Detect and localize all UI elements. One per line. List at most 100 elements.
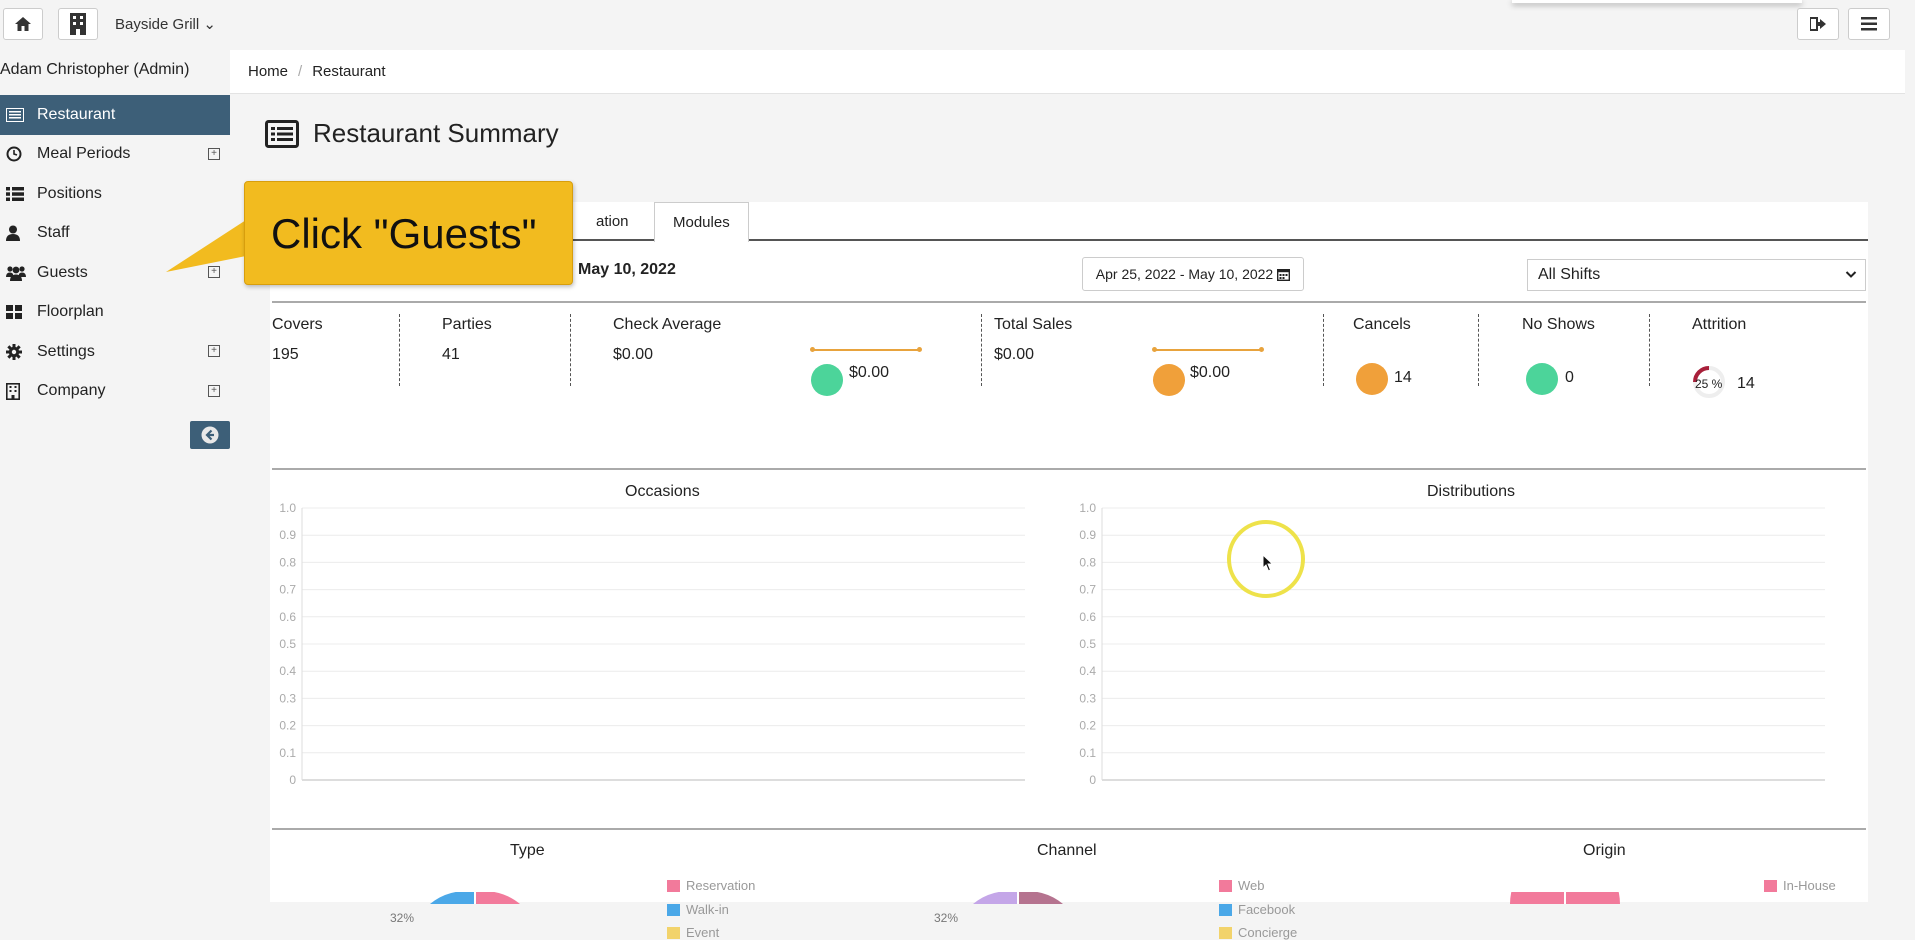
user-name: Adam Christopher (Admin) (0, 61, 190, 78)
y-tick-label: 0.3 (279, 691, 296, 705)
stat-value: $0.00 (994, 346, 1035, 363)
expand-icon[interactable]: + (208, 147, 220, 160)
sidebar-item-label: Positions (37, 184, 102, 202)
date-title: May 10, 2022 (578, 261, 676, 278)
stat-divider (1649, 314, 1650, 386)
restaurant-icon (6, 107, 24, 122)
y-tick-label: 0.9 (1079, 528, 1096, 542)
breadcrumb-separator: / (298, 63, 303, 80)
expand-icon[interactable]: + (208, 345, 220, 357)
date-range-picker[interactable]: Apr 25, 2022 - May 10, 2022 (1082, 257, 1304, 291)
users-icon (6, 266, 26, 281)
home-icon (15, 17, 31, 31)
occasions-chart: 1.0 0.9 0.8 0.7 0.6 0.5 0.4 0.3 0.2 0.1 0 (279, 502, 1025, 787)
distributions-chart: 1.0 0.9 0.8 0.7 0.6 0.5 0.4 0.3 0.2 0.1 0 (1079, 502, 1825, 787)
sidebar-item-floorplan[interactable]: Floorplan (0, 293, 230, 333)
pie-type (430, 892, 520, 904)
tab-bar: ation Modules (270, 202, 1868, 242)
stat-value: 14 (1394, 369, 1412, 386)
breadcrumb-home[interactable]: Home (248, 63, 289, 80)
pie-channel (973, 892, 1063, 904)
legend-label: Web (1238, 878, 1265, 893)
y-tick-label: 0.7 (279, 583, 296, 597)
hamburger-icon (1861, 17, 1877, 31)
sidebar-item-settings[interactable]: Settings + (0, 332, 230, 372)
stat-divider (399, 314, 400, 386)
y-tick-label: 0 (1089, 773, 1096, 787)
building-icon (70, 13, 86, 35)
y-tick-label: 0.4 (279, 664, 296, 678)
callout-text: Click "Guests" (271, 210, 537, 257)
shift-select-value: All Shifts (1538, 266, 1601, 283)
dot-value: $0.00 (1190, 364, 1231, 381)
stat-value: $0.00 (613, 346, 654, 363)
sidebar-item-label: Meal Periods (37, 145, 131, 163)
legend-item: Reservation (667, 878, 755, 893)
y-tick-label: 0.3 (1079, 691, 1096, 705)
sidebar-item-positions[interactable]: Positions (0, 174, 230, 214)
main-content: Home / Restaurant Restaurant Summary ati… (230, 50, 1915, 940)
legend-item: In-House (1764, 878, 1836, 893)
legend-label: Reservation (686, 878, 756, 893)
y-tick-label: 0.1 (1079, 746, 1096, 760)
y-tick-label: 0.6 (1079, 610, 1096, 624)
y-tick-label: 0 (289, 773, 296, 787)
attrition-percent: 25 % (1695, 377, 1723, 391)
legend-item: Event (667, 925, 719, 940)
menu-button[interactable] (1848, 8, 1890, 40)
y-tick-label: 0.5 (1079, 637, 1096, 651)
legend-label: Concierge (1238, 925, 1298, 940)
stat-divider (1478, 314, 1479, 386)
sidebar-item-staff[interactable]: Staff (0, 214, 230, 254)
pie-slice-label: 32% (390, 911, 415, 925)
sidebar-item-restaurant[interactable]: Restaurant (0, 95, 238, 135)
chevron-down-icon: ⌄ (203, 16, 216, 33)
y-tick-label: 1.0 (279, 502, 296, 515)
sidebar-item-guests[interactable]: Guests + (0, 253, 230, 293)
building-icon (6, 382, 20, 400)
pie-slice-label: 32% (934, 911, 959, 925)
stat-label: Cancels (1353, 316, 1411, 333)
sidebar-item-label: Restaurant (37, 105, 116, 123)
y-tick-label: 0.1 (279, 746, 296, 760)
tab-label: Modules (673, 214, 730, 231)
shift-select[interactable]: All Shifts (1527, 259, 1866, 291)
legend-swatch (667, 879, 680, 892)
legend-swatch (667, 903, 680, 916)
legend-item: Web (1219, 878, 1265, 893)
stat-value: 14 (1737, 375, 1755, 392)
legend-item: Facebook (1219, 902, 1295, 917)
home-button[interactable] (3, 8, 43, 40)
restaurant-selector[interactable]: Bayside Grill ⌄ (115, 15, 216, 33)
y-tick-label: 1.0 (1079, 502, 1096, 515)
callout-pointer (166, 220, 246, 272)
legend-label: Walk-in (686, 902, 729, 917)
y-tick-label: 0.2 (1079, 719, 1096, 733)
page-title: Restaurant Summary (265, 118, 559, 149)
pie-slice (475, 892, 520, 904)
legend-swatch (667, 926, 680, 939)
sidebar-collapse-button[interactable] (190, 421, 230, 449)
list-icon (6, 186, 24, 201)
stat-label: No Shows (1522, 316, 1595, 333)
pie-slice (1018, 892, 1063, 904)
sidebar-item-company[interactable]: Company + (0, 372, 230, 412)
sidebar-item-label: Guests (37, 263, 88, 281)
user-icon (6, 225, 20, 242)
page-title-text: Restaurant Summary (313, 118, 559, 148)
attrition-gauge (1693, 366, 1725, 398)
mouse-cursor-icon (1262, 554, 1274, 572)
logout-button[interactable] (1797, 8, 1839, 40)
building-button[interactable] (58, 8, 98, 40)
gear-icon (6, 343, 22, 360)
tab-modules[interactable]: Modules (654, 202, 749, 242)
chart-title-occasions: Occasions (625, 483, 700, 500)
tab-reservation[interactable]: ation (578, 202, 647, 241)
expand-icon[interactable]: + (208, 384, 220, 397)
y-tick-label: 0.4 (1079, 664, 1096, 678)
sidebar-item-meal-periods[interactable]: Meal Periods + (0, 135, 230, 175)
stat-label: Attrition (1692, 316, 1747, 333)
chevron-down-icon (1845, 271, 1857, 278)
expand-icon[interactable]: + (208, 266, 220, 278)
dot-value: $0.00 (849, 364, 890, 381)
